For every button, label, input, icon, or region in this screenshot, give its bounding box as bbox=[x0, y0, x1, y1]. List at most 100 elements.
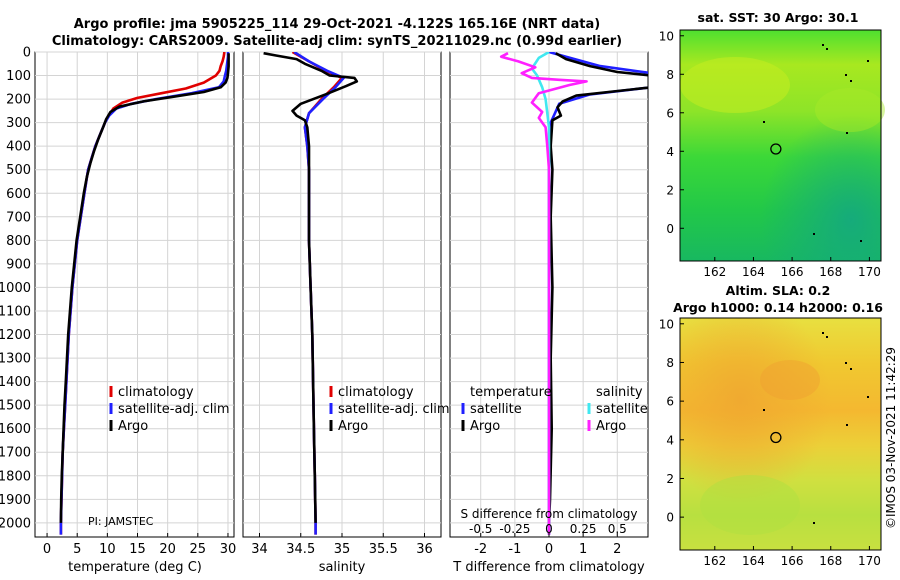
x-tick-label: 35.5 bbox=[369, 542, 398, 557]
x-tick-label: 1 bbox=[579, 542, 587, 557]
legend-label-argo: Argo bbox=[118, 419, 148, 434]
map-y-tick-label: 6 bbox=[666, 395, 674, 409]
sla-map-high-patch bbox=[760, 360, 820, 400]
map-y-tick-label: 4 bbox=[666, 433, 674, 447]
x-tick-label-top: -0.25 bbox=[499, 522, 530, 536]
depth-tick-label: 1700 bbox=[0, 446, 31, 461]
sst-map-warm-patch bbox=[680, 57, 790, 113]
island bbox=[850, 80, 852, 82]
sst-map bbox=[680, 30, 885, 261]
map-y-tick-label: 2 bbox=[666, 472, 674, 486]
legend-label-argo: Argo bbox=[338, 419, 368, 434]
map-x-tick-label: 166 bbox=[781, 265, 804, 279]
map-x-tick-label: 164 bbox=[742, 554, 765, 568]
depth-tick-label: 800 bbox=[6, 234, 31, 249]
map-x-tick-label: 166 bbox=[781, 554, 804, 568]
salinity-xlabel: salinity bbox=[319, 560, 366, 575]
depth-tick-label: 1500 bbox=[0, 399, 31, 414]
map-x-tick-label: 170 bbox=[858, 265, 881, 279]
legend-label-satellite: satellite-adj. clim bbox=[118, 402, 230, 417]
x-tick-label-top: -0.5 bbox=[469, 522, 492, 536]
x-tick-label: 25 bbox=[190, 542, 207, 557]
map-y-tick-label: 0 bbox=[666, 511, 674, 525]
legend-label-climatology: climatology bbox=[338, 385, 414, 400]
depth-tick-label: 1900 bbox=[0, 493, 31, 508]
depth-tick-label: 1000 bbox=[0, 281, 31, 296]
sst-map-warm-patch bbox=[815, 88, 885, 132]
map-y-tick-label: 4 bbox=[666, 145, 674, 159]
x-tick-label: -2 bbox=[474, 542, 487, 557]
depth-tick-label: 300 bbox=[6, 116, 31, 131]
x-tick-label: 5 bbox=[73, 542, 81, 557]
x-tick-label-top: 0 bbox=[545, 522, 553, 536]
figure-title-line1: Argo profile: jma 5905225_114 29-Oct-202… bbox=[74, 17, 600, 32]
x-tick-label: 30 bbox=[220, 542, 237, 557]
sla-map-low-patch bbox=[700, 475, 800, 535]
island bbox=[822, 332, 824, 334]
map-x-tick-label: 162 bbox=[703, 554, 726, 568]
island bbox=[763, 121, 765, 123]
depth-tick-label: 1400 bbox=[0, 375, 31, 390]
legend-label-climatology: climatology bbox=[118, 385, 194, 400]
island bbox=[845, 74, 847, 76]
depth-tick-label: 900 bbox=[6, 257, 31, 272]
depth-tick-label: 1800 bbox=[0, 469, 31, 484]
depth-tick-label: 1300 bbox=[0, 352, 31, 367]
legend-label-t-argo: Argo bbox=[470, 419, 500, 434]
map-y-tick-label: 8 bbox=[666, 68, 674, 82]
depth-tick-label: 700 bbox=[6, 210, 31, 225]
island bbox=[826, 48, 828, 50]
legend-header-salinity: salinity bbox=[596, 385, 643, 400]
sst-map-title: sat. SST: 30 Argo: 30.1 bbox=[698, 10, 859, 25]
x-tick-label: 20 bbox=[159, 542, 176, 557]
imos-credit: ©IMOS 03-Nov-2021 11:42:29 bbox=[884, 347, 898, 529]
map-x-tick-label: 168 bbox=[819, 265, 842, 279]
series-layer bbox=[59, 52, 648, 535]
series-s-argo bbox=[499, 52, 588, 535]
depth-tick-label: 500 bbox=[6, 163, 31, 178]
x-tick-label: 10 bbox=[99, 542, 116, 557]
map-y-tick-label: 6 bbox=[666, 106, 674, 120]
x-tick-label: 0 bbox=[545, 542, 553, 557]
island bbox=[822, 44, 824, 46]
depth-tick-label: 100 bbox=[6, 69, 31, 84]
sla-map-land bbox=[763, 332, 869, 524]
temperature-axes bbox=[34, 51, 235, 538]
salinity-legend: climatology satellite-adj. clim Argo bbox=[329, 385, 450, 434]
map-y-tick-label: 10 bbox=[659, 29, 674, 43]
island bbox=[763, 409, 765, 411]
float-position-marker bbox=[770, 143, 782, 155]
legend-label-t-satellite: satellite bbox=[470, 402, 522, 417]
x-tick-label: 15 bbox=[129, 542, 146, 557]
figure-title-line2: Climatology: CARS2009. Satellite-adj cli… bbox=[52, 34, 622, 49]
island bbox=[826, 336, 828, 338]
series-argo bbox=[59, 53, 230, 523]
map-y-tick-label: 10 bbox=[659, 317, 674, 331]
map-x-tick-label: 162 bbox=[703, 265, 726, 279]
island bbox=[860, 240, 862, 242]
island bbox=[846, 424, 848, 426]
legend-label-s-satellite: satellite bbox=[596, 402, 648, 417]
difference-legend: temperature salinity satellite Argo sate… bbox=[461, 385, 648, 434]
float-position-marker bbox=[770, 431, 782, 444]
depth-tick-label: 200 bbox=[6, 93, 31, 108]
x-tick-label: -1 bbox=[508, 542, 521, 557]
map-x-tick-label: 164 bbox=[742, 265, 765, 279]
island bbox=[846, 132, 848, 134]
island bbox=[850, 368, 852, 370]
temperature-legend: climatology satellite-adj. clim Argo bbox=[109, 385, 230, 434]
series-t-argo bbox=[547, 52, 648, 523]
series-s-satellite bbox=[530, 52, 551, 535]
x-tick-label: 36 bbox=[416, 542, 433, 557]
depth-tick-labels: 0 100 200 300 400 500 600 700 800 900 1000 1100 1200… bbox=[0, 46, 31, 532]
x-tick-label-top: 0.5 bbox=[608, 522, 627, 536]
temperature-xlabel: temperature (deg C) bbox=[68, 560, 202, 575]
x-tick-label: 2 bbox=[613, 542, 621, 557]
difference-xlabel: T difference from climatology bbox=[452, 560, 645, 575]
sst-map-frame bbox=[679, 29, 882, 262]
depth-tick-label: 0 bbox=[23, 46, 31, 61]
sla-map-frame bbox=[679, 317, 882, 551]
map-x-tick-label: 170 bbox=[858, 554, 881, 568]
map-ticks: 162 164 166 168 170 0 2 4 6 8 10 162 164 166 168 170 0 2 4… bbox=[659, 29, 881, 568]
island bbox=[845, 362, 847, 364]
